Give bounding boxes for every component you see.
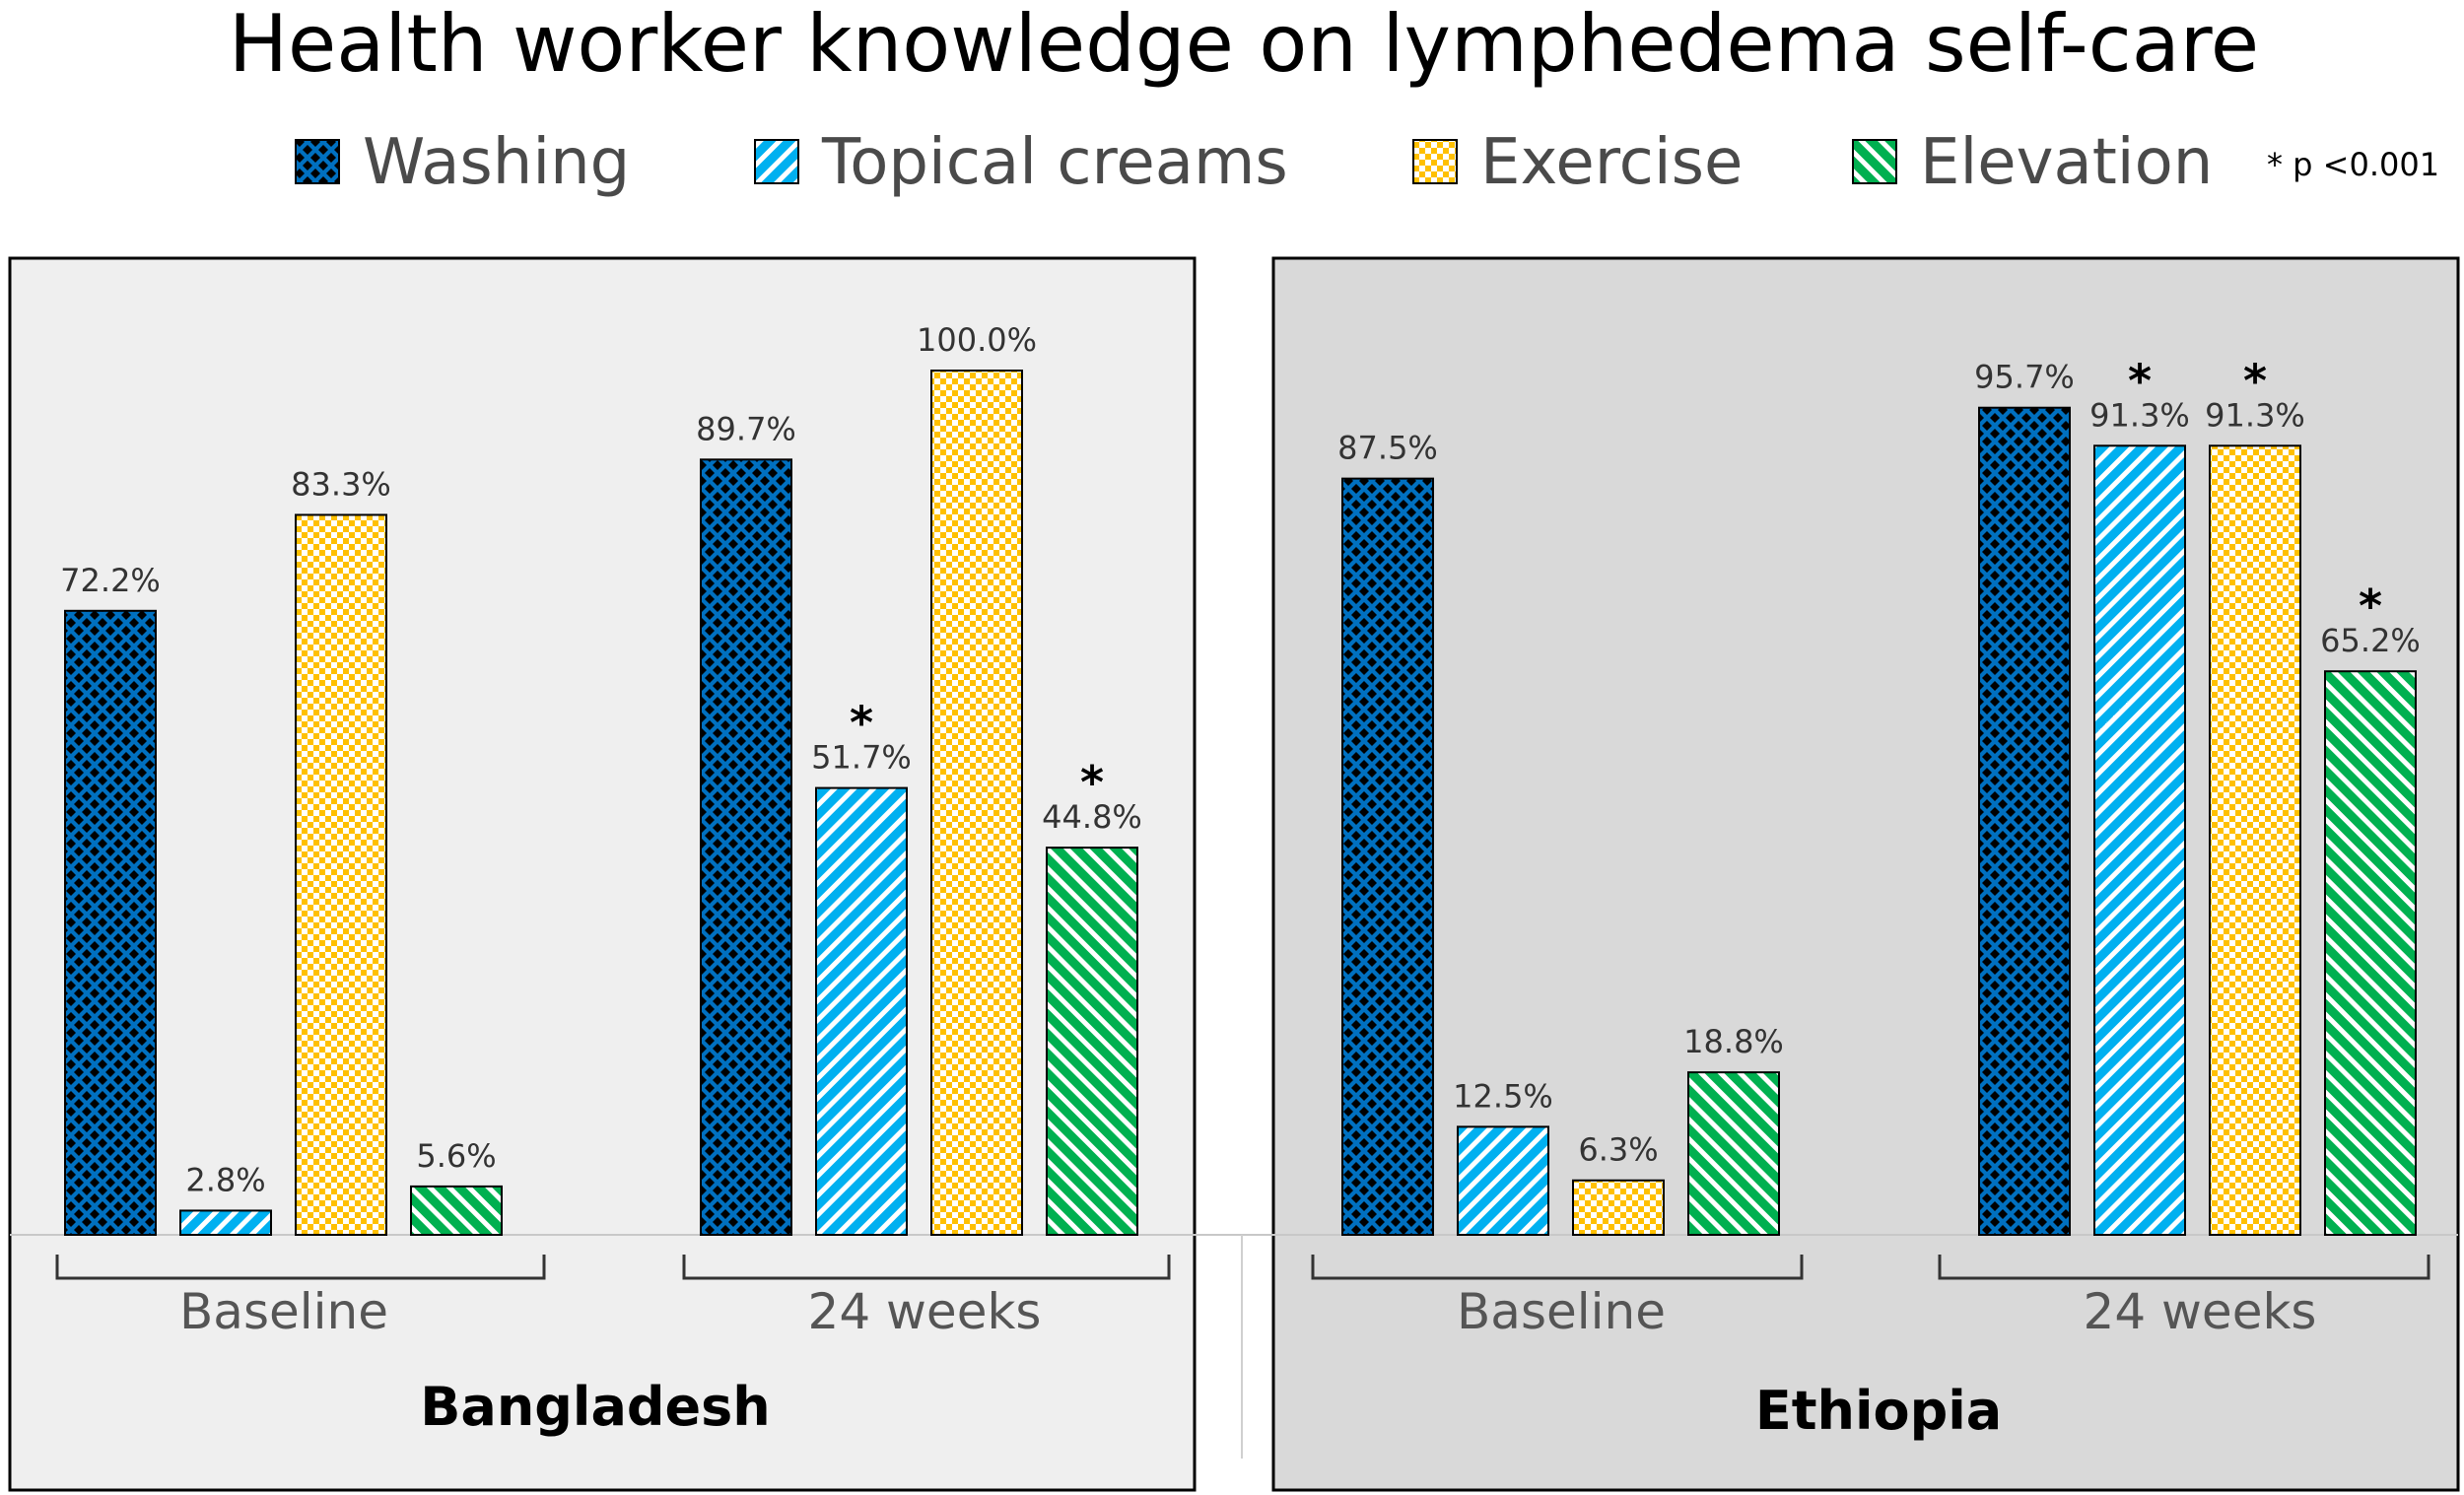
bar-ethiopia-baseline-topical-creams [1457,1125,1549,1236]
bracket-ethiopia-baseline [1311,1255,1804,1280]
bracket-bangladesh-baseline [55,1255,546,1280]
bar-ethiopia-baseline-washing-value-label: 87.5% [1337,430,1438,467]
legend-swatch-topical-creams [754,139,799,184]
bar-ethiopia-baseline-exercise-value-label: 6.3% [1578,1131,1658,1169]
bar-ethiopia-24-weeks-washing [1978,406,2071,1236]
legend: Washing Topical creams Exercise Elevatio… [295,126,2439,199]
bar-bangladesh-baseline-exercise [295,513,387,1236]
legend-item-washing: Washing [295,126,630,199]
country-label-ethiopia: Ethiopia [1755,1380,2002,1442]
bracket-bangladesh-24-weeks [682,1255,1171,1280]
bar-ethiopia-24-weeks-topical-creams-value-label: 91.3% [2089,396,2190,434]
legend-label-elevation: Elevation [1920,126,2213,199]
legend-item-elevation: Elevation [1852,126,2213,199]
bar-bangladesh-24-weeks-elevation-significance-star: * [1080,756,1104,809]
bar-ethiopia-baseline-exercise [1572,1179,1665,1237]
legend-item-exercise: Exercise [1412,126,1743,199]
significance-note: * p <0.001 [2267,146,2439,183]
bar-bangladesh-baseline-elevation [410,1185,503,1236]
bar-bangladesh-24-weeks-elevation [1046,847,1138,1236]
chart-title: Health worker knowledge on lymphedema se… [229,0,2259,90]
bar-bangladesh-24-weeks-topical-creams-significance-star: * [850,697,873,750]
bar-ethiopia-baseline-washing [1341,477,1434,1236]
bar-bangladesh-24-weeks-topical-creams-value-label: 51.7% [811,739,912,777]
bar-ethiopia-24-weeks-topical-creams-significance-star: * [2128,354,2152,407]
bar-bangladesh-baseline-elevation-value-label: 5.6% [416,1137,496,1175]
bars-layer: 72.2%2.8%83.3%5.6%89.7%51.7%*100.0%44.8%… [60,321,2421,1237]
bar-bangladesh-baseline-washing [64,609,157,1236]
bar-ethiopia-24-weeks-elevation-significance-star: * [2359,579,2382,633]
legend-swatch-washing [295,139,340,184]
bar-bangladesh-24-weeks-exercise [930,370,1023,1236]
bracket-ethiopia-24-weeks [1938,1255,2430,1280]
bar-bangladesh-24-weeks-washing [700,458,792,1236]
legend-swatch-exercise [1412,139,1458,184]
bar-ethiopia-24-weeks-exercise [2209,444,2301,1236]
bar-bangladesh-baseline-washing-value-label: 72.2% [60,562,161,599]
group-label-ethiopia-24-weeks: 24 weeks [2084,1283,2317,1340]
legend-label-washing: Washing [363,126,630,199]
legend-label-exercise: Exercise [1480,126,1743,199]
bar-bangladesh-24-weeks-exercise-value-label: 100.0% [917,321,1037,359]
legend-label-topical-creams: Topical creams [821,126,1288,199]
bar-ethiopia-24-weeks-elevation [2324,670,2417,1236]
bar-bangladesh-baseline-exercise-value-label: 83.3% [291,465,391,503]
bar-ethiopia-baseline-elevation-value-label: 18.8% [1683,1023,1784,1060]
bar-ethiopia-24-weeks-exercise-value-label: 91.3% [2205,396,2305,434]
country-label-bangladesh: Bangladesh [420,1376,771,1438]
legend-swatch-elevation [1852,139,1897,184]
bar-bangladesh-baseline-topical-creams [179,1209,272,1236]
bar-ethiopia-24-weeks-washing-value-label: 95.7% [1974,359,2075,396]
bar-bangladesh-24-weeks-washing-value-label: 89.7% [696,410,796,447]
bar-ethiopia-24-weeks-exercise-significance-star: * [2243,354,2267,407]
group-label-bangladesh-baseline: Baseline [179,1283,388,1340]
group-label-ethiopia-baseline: Baseline [1457,1283,1666,1340]
bar-bangladesh-24-weeks-elevation-value-label: 44.8% [1042,798,1142,836]
bar-bangladesh-24-weeks-topical-creams [815,786,908,1236]
legend-item-topical-creams: Topical creams [754,126,1288,199]
bar-ethiopia-baseline-elevation [1687,1071,1780,1237]
bar-bangladesh-baseline-topical-creams-value-label: 2.8% [185,1161,265,1198]
group-label-bangladesh-24-weeks: 24 weeks [808,1283,1042,1340]
bar-ethiopia-24-weeks-elevation-value-label: 65.2% [2320,622,2421,659]
bar-ethiopia-24-weeks-topical-creams [2093,444,2186,1236]
bar-ethiopia-baseline-topical-creams-value-label: 12.5% [1453,1077,1553,1115]
